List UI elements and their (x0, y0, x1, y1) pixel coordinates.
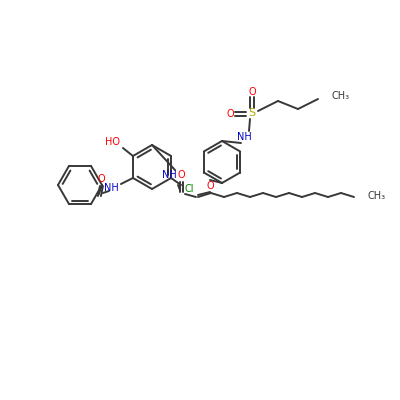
Text: O: O (177, 170, 185, 180)
Text: O: O (206, 181, 214, 191)
Text: NH: NH (237, 132, 251, 142)
Text: HO: HO (106, 137, 120, 147)
Text: O: O (226, 109, 234, 119)
Text: CH₃: CH₃ (331, 91, 349, 101)
Text: S: S (248, 108, 256, 118)
Text: NH: NH (104, 183, 118, 193)
Text: NH: NH (162, 170, 176, 180)
Text: Cl: Cl (184, 184, 194, 194)
Text: O: O (97, 174, 105, 184)
Text: CH₃: CH₃ (367, 191, 385, 201)
Text: O: O (248, 87, 256, 97)
